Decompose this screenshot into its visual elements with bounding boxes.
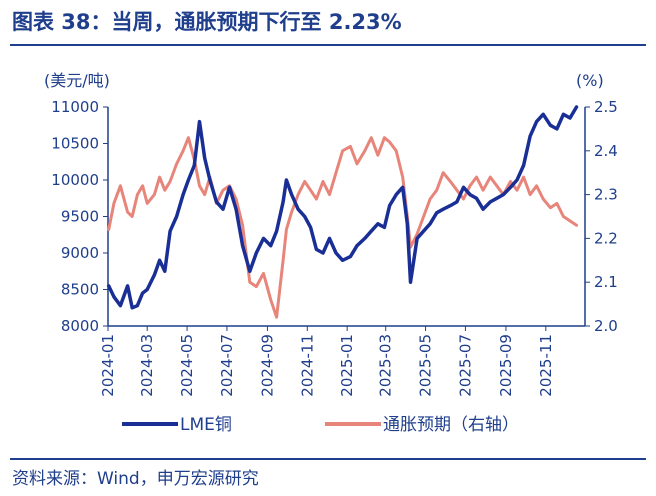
chart-title: 图表 38：当周，通胀预期下行至 2.23% xyxy=(12,10,402,34)
title-rule xyxy=(10,44,646,46)
legend-label: LME铜 xyxy=(180,415,232,435)
right-tick-label: 2.2 xyxy=(594,229,618,247)
x-tick-label: 2025-11 xyxy=(537,334,555,397)
series-line-lme-copper xyxy=(106,105,579,310)
x-tick-label: 2024-11 xyxy=(298,334,316,397)
x-tick-label: 2025-09 xyxy=(497,334,515,397)
right-tick-label: 2.0 xyxy=(594,317,618,335)
left-tick-label: 10500 xyxy=(51,135,99,153)
legend-label: 通胀预期（右轴） xyxy=(383,415,519,435)
source-note: 资料来源：Wind，申万宏源研究 xyxy=(12,469,259,489)
left-tick-label: 10000 xyxy=(51,171,99,189)
x-tick-label: 2025-07 xyxy=(456,334,474,397)
left-tick-label: 9000 xyxy=(61,244,99,262)
right-tick-label: 2.4 xyxy=(594,142,618,160)
right-axis-label: (%) xyxy=(576,71,604,90)
right-tick-label: 2.5 xyxy=(594,98,618,116)
series-layer xyxy=(106,105,579,319)
left-tick-label: 8500 xyxy=(61,281,99,299)
x-tick-label: 2024-01 xyxy=(99,334,117,397)
x-tick-label: 2024-05 xyxy=(178,334,196,397)
left-tick-label: 9500 xyxy=(61,208,99,226)
right-tick-label: 2.1 xyxy=(594,273,618,291)
chart-axes: (美元/吨) (%) 8000 8500 9000 9500 10000 10500 11000… xyxy=(44,71,618,397)
left-tick-label: 11000 xyxy=(51,98,99,116)
left-tick-label: 8000 xyxy=(61,317,99,335)
x-tick-label: 2024-09 xyxy=(258,334,276,397)
right-tick-label: 2.3 xyxy=(594,186,618,204)
series-line-inflation-expectation xyxy=(107,136,578,319)
x-tick-label: 2024-07 xyxy=(218,334,236,397)
left-axis-label: (美元/吨) xyxy=(44,71,110,90)
x-tick-label: 2025-05 xyxy=(417,334,435,397)
legend: LME铜 通胀预期（右轴） xyxy=(122,415,519,435)
footer-rule xyxy=(10,458,646,460)
x-tick-label: 2025-03 xyxy=(377,334,395,397)
x-tick-label: 2025-01 xyxy=(338,334,356,397)
x-tick-label: 2024-03 xyxy=(138,334,156,397)
